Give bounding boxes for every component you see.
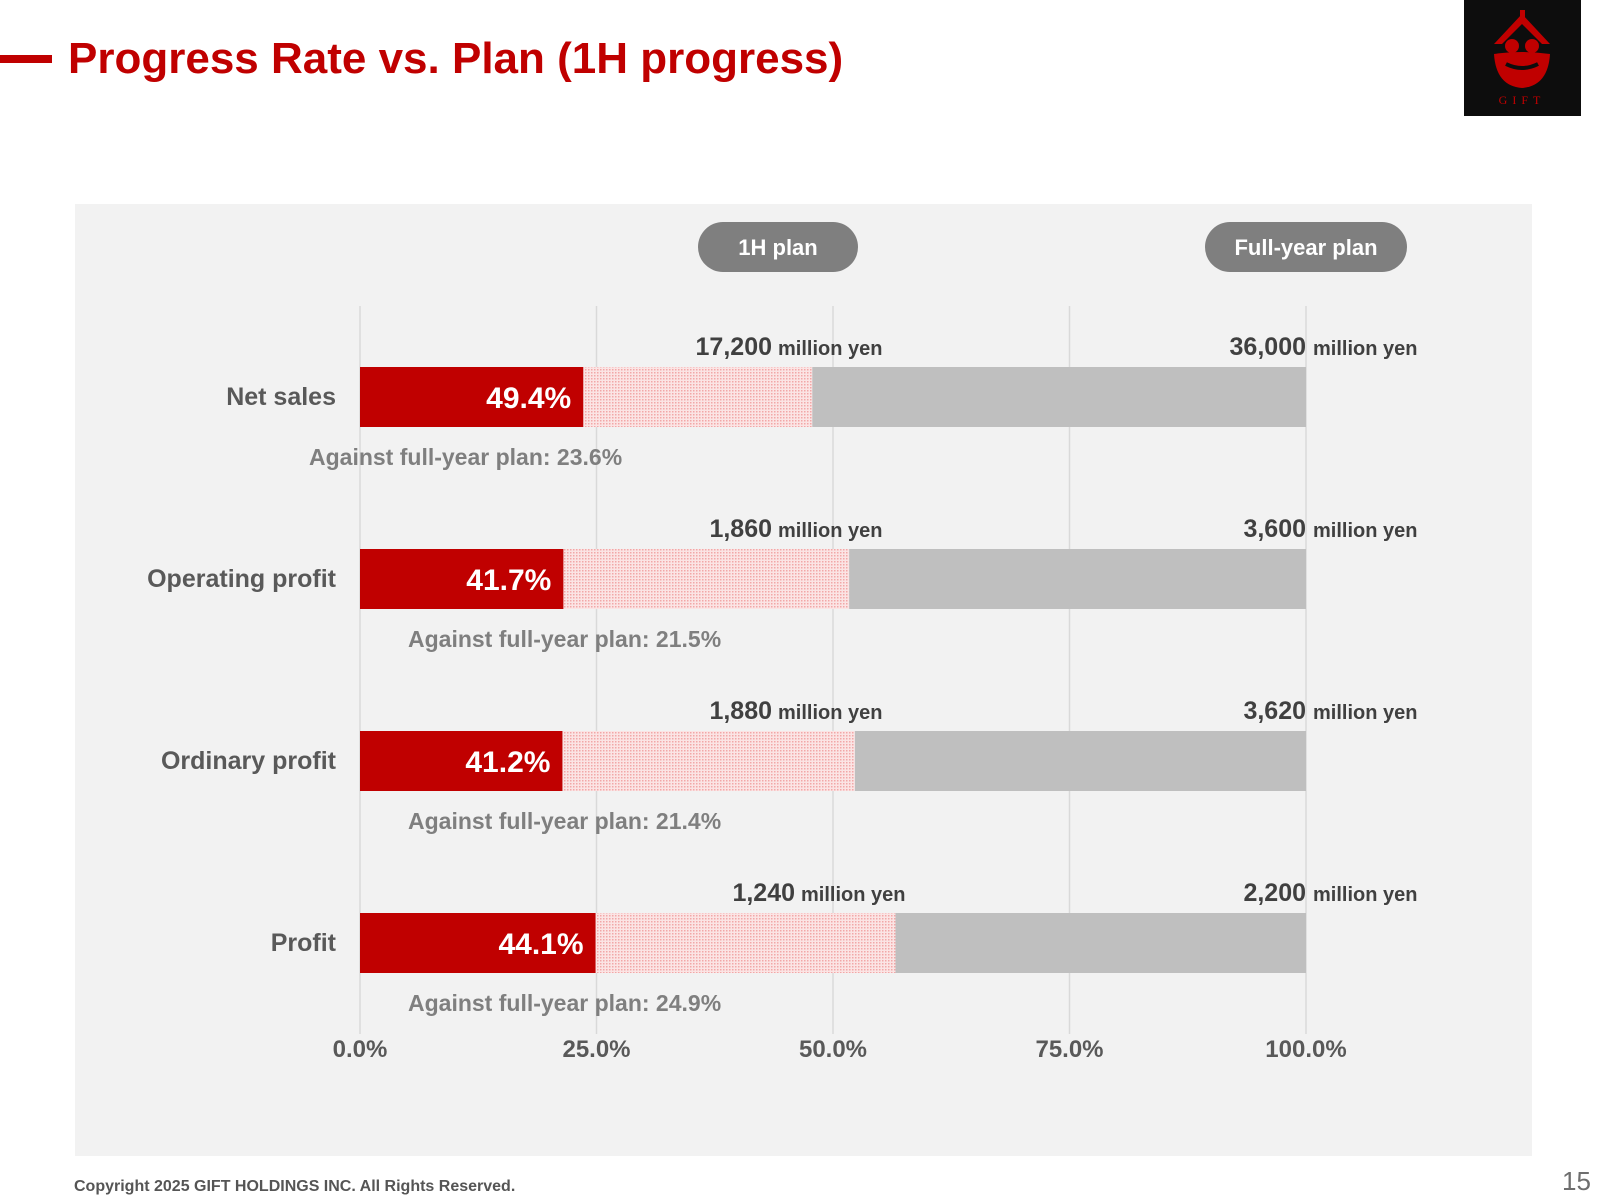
bar-fullyear-remaining bbox=[812, 367, 1306, 427]
plan-1h-unit: million yen bbox=[778, 702, 882, 724]
full-year-note: Against full-year plan: 23.6% bbox=[309, 444, 622, 470]
plan-fullyear-unit: million yen bbox=[1313, 884, 1417, 906]
logo-text: GIFT bbox=[1499, 93, 1546, 107]
x-tick-label-2: 50.0% bbox=[799, 1036, 867, 1063]
full-year-note: Against full-year plan: 24.9% bbox=[408, 990, 721, 1016]
plan-1h-value: 1,880 bbox=[709, 697, 772, 725]
plan-fullyear-value: 36,000 bbox=[1230, 333, 1306, 361]
plan-1h-value: 17,200 bbox=[696, 333, 772, 361]
page-title: Progress Rate vs. Plan (1H progress) bbox=[68, 34, 844, 83]
progress-label: 49.4% bbox=[486, 382, 571, 415]
full-year-note: Against full-year plan: 21.5% bbox=[408, 626, 721, 652]
plan-fullyear-unit: million yen bbox=[1313, 520, 1417, 542]
header-label-1: Full-year plan bbox=[1234, 235, 1377, 260]
plan-fullyear-unit: million yen bbox=[1313, 702, 1417, 724]
progress-label: 41.7% bbox=[466, 564, 551, 597]
category-label: Operating profit bbox=[147, 565, 337, 593]
gift-logo: GIFT bbox=[1464, 0, 1581, 116]
header-pill-1 bbox=[1205, 222, 1407, 272]
plan-1h-value: 1,860 bbox=[709, 515, 772, 543]
plan-fullyear-unit: million yen bbox=[1313, 338, 1417, 360]
plan-fullyear-value: 2,200 bbox=[1243, 879, 1306, 907]
bar-actual bbox=[360, 549, 564, 609]
page-number: 15 bbox=[1562, 1166, 1591, 1196]
bar-actual bbox=[360, 731, 563, 791]
logo-chimney bbox=[1520, 10, 1525, 20]
logo-roof bbox=[1494, 14, 1550, 44]
bar-1h-remaining bbox=[562, 731, 855, 791]
plan-1h-unit: million yen bbox=[778, 520, 882, 542]
bar-1h-remaining bbox=[563, 549, 850, 609]
bar-1h-remaining bbox=[583, 367, 813, 427]
progress-chart: 1H plan Full-year plan Net sales 49.4% Again… bbox=[147, 222, 1417, 1063]
bar-1h-remaining bbox=[595, 913, 896, 973]
plan-1h-unit: million yen bbox=[801, 884, 905, 906]
bar-actual bbox=[360, 913, 596, 973]
logo-steam-left bbox=[1505, 39, 1519, 53]
bar-actual bbox=[360, 367, 584, 427]
category-label: Ordinary profit bbox=[161, 747, 337, 775]
logo-steam-right bbox=[1525, 39, 1539, 53]
plan-fullyear-value: 3,620 bbox=[1243, 697, 1306, 725]
x-tick-label-3: 75.0% bbox=[1035, 1036, 1103, 1063]
bar-fullyear-remaining bbox=[849, 549, 1306, 609]
x-tick-label-0: 0.0% bbox=[333, 1036, 388, 1063]
category-label: Profit bbox=[271, 929, 337, 957]
x-tick-label-4: 100.0% bbox=[1265, 1036, 1346, 1063]
gift-house-bowl-logo-icon: GIFT bbox=[1494, 10, 1550, 107]
plan-1h-unit: million yen bbox=[778, 338, 882, 360]
copyright-footer: Copyright 2025 GIFT HOLDINGS INC. All Ri… bbox=[74, 1178, 516, 1195]
title-accent-bar bbox=[0, 55, 52, 63]
plan-fullyear-value: 3,600 bbox=[1243, 515, 1306, 543]
chart-panel: 1H plan Full-year plan Net sales 49.4% Again… bbox=[75, 204, 1532, 1156]
header-pill-0 bbox=[698, 222, 858, 272]
header-label-0: 1H plan bbox=[738, 235, 817, 260]
progress-label: 41.2% bbox=[465, 746, 550, 779]
category-label: Net sales bbox=[226, 383, 336, 411]
bar-fullyear-remaining bbox=[854, 731, 1306, 791]
full-year-note: Against full-year plan: 21.4% bbox=[408, 808, 721, 834]
logo-bowl-stripe bbox=[1505, 62, 1539, 70]
bar-fullyear-remaining bbox=[895, 913, 1306, 973]
progress-label: 44.1% bbox=[498, 928, 583, 961]
x-tick-label-1: 25.0% bbox=[562, 1036, 630, 1063]
plan-1h-value: 1,240 bbox=[732, 879, 795, 907]
